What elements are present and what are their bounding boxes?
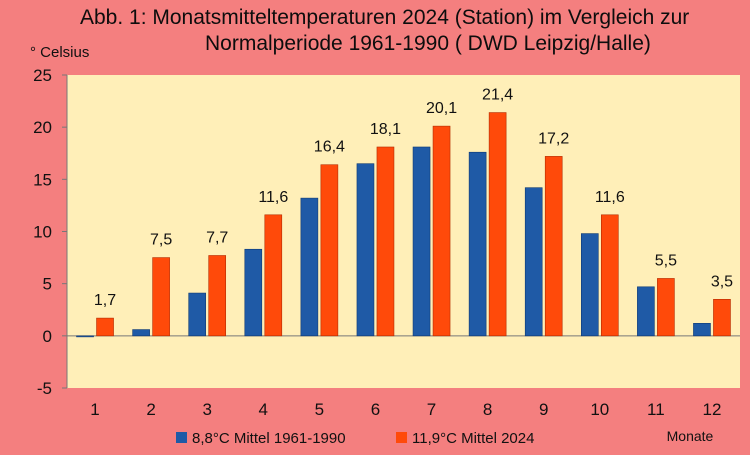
data-label-2024: 7,5 bbox=[150, 232, 172, 249]
y-tick-label: -5 bbox=[37, 379, 52, 398]
bar-mittel-1961-1990 bbox=[412, 146, 431, 337]
bar-mittel-2024 bbox=[264, 214, 283, 337]
chart-title-line-2: Normalperiode 1961-1990 ( DWD Leipzig/Ha… bbox=[205, 32, 651, 55]
bar-mittel-1961-1990 bbox=[188, 292, 207, 337]
legend-label: 11,9°C Mittel 2024 bbox=[412, 430, 534, 447]
data-label-2024: 18,1 bbox=[370, 121, 401, 138]
legend-swatch bbox=[176, 432, 187, 443]
y-tick-label: 25 bbox=[33, 66, 52, 85]
bar-mittel-2024 bbox=[376, 146, 395, 337]
x-tick-label: 1 bbox=[90, 400, 99, 419]
bar-mittel-1961-1990 bbox=[356, 163, 375, 337]
bar-mittel-1961-1990 bbox=[468, 151, 487, 337]
bar-mittel-2024 bbox=[96, 317, 114, 337]
bar-mittel-1961-1990 bbox=[524, 187, 543, 337]
bar-mittel-1961-1990 bbox=[132, 329, 150, 337]
x-tick-label: 3 bbox=[202, 400, 211, 419]
y-tick-label: 0 bbox=[43, 327, 52, 346]
data-label-2024: 20,1 bbox=[426, 100, 457, 117]
data-label-2024: 11,6 bbox=[595, 189, 625, 206]
bar-mittel-2024 bbox=[713, 299, 731, 337]
data-label-2024: 3,5 bbox=[711, 273, 733, 290]
y-tick-label: 15 bbox=[33, 170, 52, 189]
x-tick-label: 9 bbox=[539, 400, 548, 419]
y-tick-label: 10 bbox=[33, 223, 52, 242]
x-tick-label: 2 bbox=[146, 400, 155, 419]
x-tick-label: 4 bbox=[259, 400, 268, 419]
bar-mittel-2024 bbox=[152, 257, 170, 337]
x-tick-label: 7 bbox=[427, 400, 436, 419]
chart-title-line-1: Abb. 1: Monatsmitteltemperaturen 2024 (S… bbox=[80, 6, 690, 29]
x-tick-label: 8 bbox=[483, 400, 492, 419]
bar-mittel-2024 bbox=[544, 156, 563, 337]
bar-mittel-1961-1990 bbox=[580, 233, 599, 337]
y-tick-label: 20 bbox=[33, 118, 52, 137]
data-label-2024: 21,4 bbox=[482, 87, 513, 104]
bar-mittel-2024 bbox=[600, 214, 619, 337]
bar-mittel-1961-1990 bbox=[76, 335, 94, 338]
bar-mittel-1961-1990 bbox=[300, 197, 319, 337]
x-tick-label: 5 bbox=[315, 400, 324, 419]
data-label-2024: 11,6 bbox=[258, 189, 288, 206]
data-label-2024: 16,4 bbox=[314, 139, 345, 156]
bar-mittel-2024 bbox=[208, 255, 227, 337]
bar-mittel-1961-1990 bbox=[693, 323, 711, 337]
legend-label: 8,8°C Mittel 1961-1990 bbox=[192, 430, 346, 447]
x-tick-label: 6 bbox=[371, 400, 380, 419]
bar-mittel-1961-1990 bbox=[244, 248, 263, 337]
x-axis-label: Monate bbox=[667, 428, 714, 444]
data-label-2024: 5,5 bbox=[655, 252, 677, 269]
y-axis-label: ° Celsius bbox=[30, 44, 89, 61]
bar-mittel-2024 bbox=[488, 112, 507, 337]
bar-mittel-2024 bbox=[432, 125, 451, 337]
data-label-2024: 1,7 bbox=[94, 292, 116, 309]
legend-swatch bbox=[396, 432, 407, 443]
bar-mittel-2024 bbox=[657, 278, 675, 337]
x-tick-label: 12 bbox=[702, 400, 721, 419]
x-tick-label: 11 bbox=[647, 400, 665, 419]
bar-mittel-1961-1990 bbox=[637, 286, 655, 337]
x-tick-label: 10 bbox=[590, 400, 609, 419]
bar-mittel-2024 bbox=[320, 164, 339, 337]
y-tick-label: 5 bbox=[43, 275, 52, 294]
data-label-2024: 7,7 bbox=[206, 229, 228, 246]
data-label-2024: 17,2 bbox=[538, 130, 569, 147]
